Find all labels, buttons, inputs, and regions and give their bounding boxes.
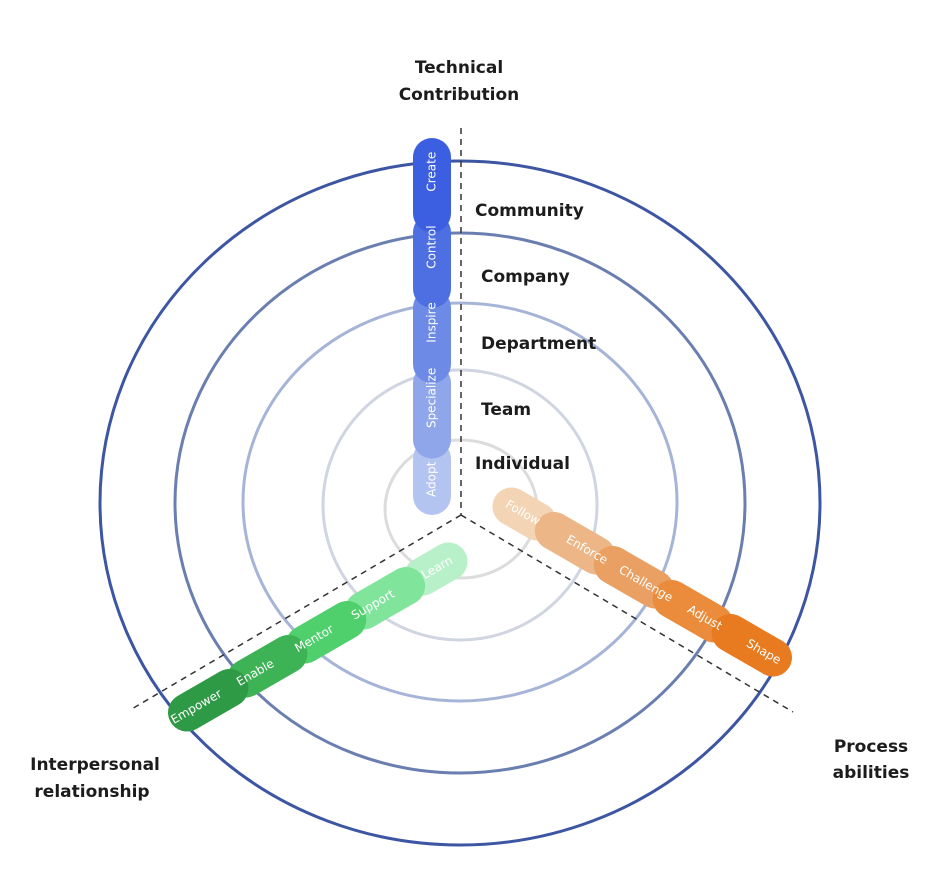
- pill-segment: [413, 137, 451, 233]
- axis-title: Interpersonal: [30, 755, 160, 775]
- step-label: Inspire: [425, 302, 439, 342]
- pill-segment: [413, 364, 451, 459]
- axis-title: abilities: [833, 763, 910, 783]
- step-label: Control: [425, 225, 439, 268]
- rings: [98, 159, 822, 847]
- pill-segment: [711, 614, 792, 677]
- ring: [98, 159, 822, 847]
- ring-label: Individual: [475, 454, 570, 474]
- pill-segment: [413, 213, 451, 308]
- pill-segment: [413, 288, 451, 384]
- ring-label: Company: [481, 267, 570, 287]
- step-label: Specialize: [425, 368, 439, 428]
- ring-label: Department: [481, 334, 596, 354]
- ring: [321, 368, 599, 642]
- divider: [460, 514, 794, 713]
- axis-title: Process: [834, 737, 908, 757]
- divider: [129, 514, 462, 711]
- ring-label: Team: [481, 400, 531, 420]
- axis-title: Contribution: [399, 85, 520, 105]
- pill-segment: [168, 669, 249, 732]
- pill-segment: [413, 439, 451, 515]
- ring: [173, 231, 747, 775]
- ring-label: Community: [475, 201, 584, 221]
- step-label: Adopt: [425, 461, 439, 497]
- pill: Adopt Specialize Inspire Control Create: [413, 137, 451, 515]
- axis-title: Technical: [415, 58, 503, 78]
- step-label: Create: [425, 152, 439, 192]
- ring: [241, 301, 679, 703]
- axis-title: relationship: [34, 782, 149, 802]
- dividers: [129, 128, 794, 713]
